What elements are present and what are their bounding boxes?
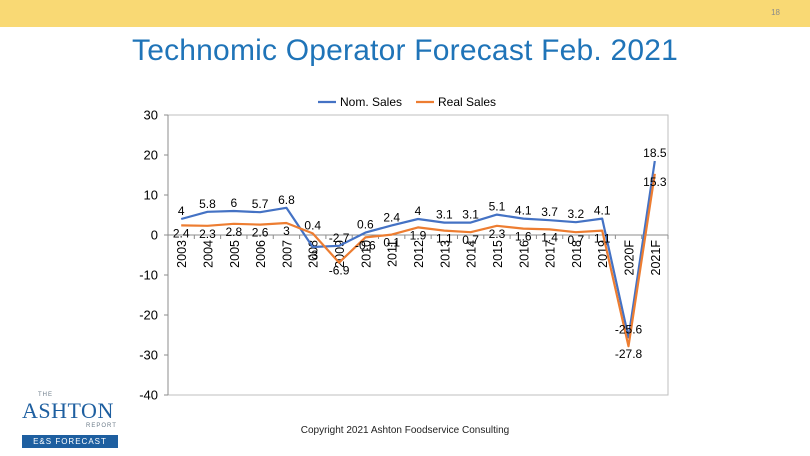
y-tick-label: -20 — [139, 308, 158, 323]
x-tick-label: 2003 — [175, 240, 189, 268]
x-tick-label: 2004 — [201, 240, 215, 268]
real-sales-data-label: 2.3 — [489, 227, 506, 241]
nom-sales-data-label: -25.6 — [615, 322, 643, 336]
nom-sales-data-label: 5.1 — [489, 200, 506, 214]
x-tick-label: 2012 — [412, 240, 426, 268]
nom-sales-data-label: 4 — [178, 204, 185, 218]
x-tick-label: 2014 — [465, 240, 479, 268]
y-tick-label: -30 — [139, 348, 158, 363]
x-tick-label: 2016 — [517, 240, 531, 268]
real-sales-data-label: 2.8 — [225, 225, 242, 239]
logo-tagline: E&S FORECAST — [22, 435, 118, 448]
x-tick-label: 2021F — [649, 240, 663, 276]
nom-sales-data-label: 4 — [415, 204, 422, 218]
real-sales-data-label: 3 — [283, 224, 290, 238]
x-tick-label: 2010 — [359, 240, 373, 268]
x-tick-label: 2006 — [254, 240, 268, 268]
nom-sales-data-label: 4.1 — [515, 204, 532, 218]
y-tick-label: -10 — [139, 268, 158, 283]
logo-report: REPORT — [86, 423, 117, 429]
y-tick-label: -40 — [139, 388, 158, 403]
x-tick-label: 2013 — [438, 240, 452, 268]
logo-the: THE — [38, 392, 53, 398]
legend-real-sales-label: Real Sales — [438, 95, 496, 109]
logo-name: ASHTON — [22, 398, 114, 423]
nom-sales-line — [180, 160, 656, 339]
nom-sales-data-label: 5.7 — [252, 197, 269, 211]
x-tick-label: 2015 — [491, 240, 505, 268]
real-sales-data-label: -6.9 — [329, 264, 350, 278]
nom-sales-data-label: -2.7 — [329, 231, 350, 245]
real-sales-data-label: 0.1 — [383, 236, 400, 250]
y-tick-label: 0 — [151, 228, 158, 243]
nom-sales-data-label: 3.7 — [541, 205, 558, 219]
slide-title: Technomic Operator Forecast Feb. 2021 — [132, 34, 678, 67]
nom-sales-data-label: -3 — [307, 248, 318, 262]
real-sales-data-label: 0.4 — [304, 218, 321, 232]
x-tick-label: 2020F — [623, 240, 637, 276]
legend-nom-sales-label: Nom. Sales — [340, 95, 402, 109]
nom-sales-data-label: 3.1 — [436, 208, 453, 222]
real-sales-data-label: 1.1 — [594, 232, 611, 246]
real-sales-data-label: 15.3 — [643, 175, 667, 189]
real-sales-data-label: 2.6 — [252, 226, 269, 240]
y-tick-label: 20 — [144, 148, 158, 163]
real-sales-data-label: 1.1 — [436, 232, 453, 246]
real-sales-data-label: -27.8 — [615, 347, 643, 361]
real-sales-data-label: 1.4 — [541, 230, 558, 244]
nom-sales-data-label: 6.8 — [278, 193, 295, 207]
nom-sales-data-label: 0.6 — [357, 218, 374, 232]
nom-sales-data-label: 4.1 — [594, 204, 611, 218]
real-sales-data-label: 2.4 — [173, 226, 190, 240]
real-sales-data-label: 1.9 — [410, 228, 427, 242]
ashton-report-logo: THE ASHTON REPORT E&S FORECAST — [22, 392, 122, 450]
x-tick-label: 2017 — [544, 240, 558, 268]
nom-sales-data-label: 5.8 — [199, 197, 216, 211]
real-sales-data-label: -0.6 — [355, 238, 376, 252]
nom-sales-data-label: 3.2 — [568, 207, 585, 221]
nom-sales-data-label: 6 — [230, 196, 237, 210]
real-sales-data-label: 2.3 — [199, 227, 216, 241]
x-tick-label: 2011 — [386, 240, 400, 267]
nom-sales-data-label: 18.5 — [643, 146, 667, 160]
nom-sales-data-label: 3.1 — [462, 208, 479, 222]
y-tick-label: 10 — [144, 188, 158, 203]
copyright-text: Copyright 2021 Ashton Foodservice Consul… — [300, 425, 510, 436]
x-tick-label: 2018 — [570, 240, 584, 268]
nom-sales-data-label: 2.4 — [383, 210, 400, 224]
real-sales-data-label: 0.7 — [568, 233, 585, 247]
top-accent-bar — [0, 0, 810, 27]
page-number: 18 — [771, 8, 780, 17]
real-sales-line — [181, 173, 656, 348]
real-sales-data-label: 1.6 — [515, 230, 532, 244]
x-tick-label: 2005 — [228, 240, 242, 268]
y-tick-label: 30 — [144, 108, 158, 123]
x-tick-label: 2007 — [280, 240, 294, 268]
real-sales-data-label: 0.7 — [462, 233, 479, 247]
